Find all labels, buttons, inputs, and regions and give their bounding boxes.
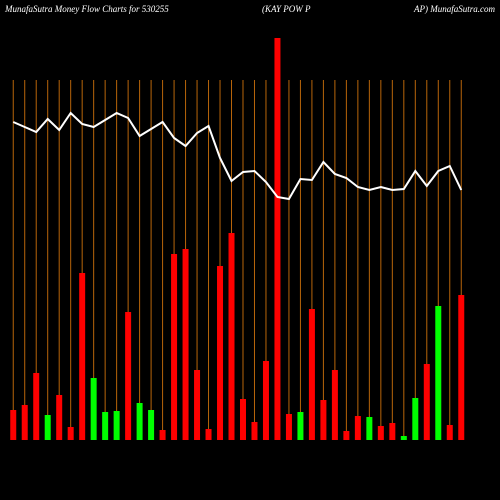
bar — [400, 436, 407, 440]
chart-subtitle: (KAY POW P — [262, 4, 311, 14]
bar — [274, 38, 281, 440]
bar — [458, 295, 465, 440]
bar — [90, 378, 97, 440]
bar — [56, 395, 63, 440]
bar — [79, 273, 86, 440]
bar — [343, 431, 350, 440]
bar — [148, 410, 155, 440]
bar — [446, 425, 453, 440]
bar — [320, 400, 327, 440]
bar — [331, 370, 338, 440]
bar — [10, 410, 17, 440]
bar — [44, 415, 51, 440]
bar — [182, 249, 189, 440]
bar — [389, 423, 396, 440]
chart-title: MunafaSutra Money Flow Charts for 530255 — [4, 4, 169, 14]
bar — [308, 309, 315, 440]
bar — [239, 399, 246, 440]
bar — [297, 412, 304, 440]
bar — [67, 427, 74, 440]
bar — [285, 414, 292, 440]
bar — [377, 426, 384, 440]
bar — [159, 430, 166, 440]
bar — [412, 398, 419, 440]
bar — [251, 422, 258, 440]
bar — [205, 429, 212, 440]
money-flow-line — [12, 111, 463, 201]
bar — [21, 405, 28, 440]
bar — [262, 361, 269, 440]
bar — [217, 266, 224, 440]
bar — [33, 373, 40, 440]
bar — [136, 403, 143, 440]
bar — [194, 370, 201, 440]
chart-source: AP) MunafaSutra.com — [413, 4, 495, 14]
bar — [102, 412, 109, 440]
bar — [423, 364, 430, 440]
bar — [354, 416, 361, 440]
bar — [171, 254, 178, 440]
bar — [125, 312, 132, 440]
bar — [228, 233, 235, 440]
bar — [366, 417, 373, 440]
bar — [435, 306, 442, 440]
bar — [113, 411, 120, 440]
